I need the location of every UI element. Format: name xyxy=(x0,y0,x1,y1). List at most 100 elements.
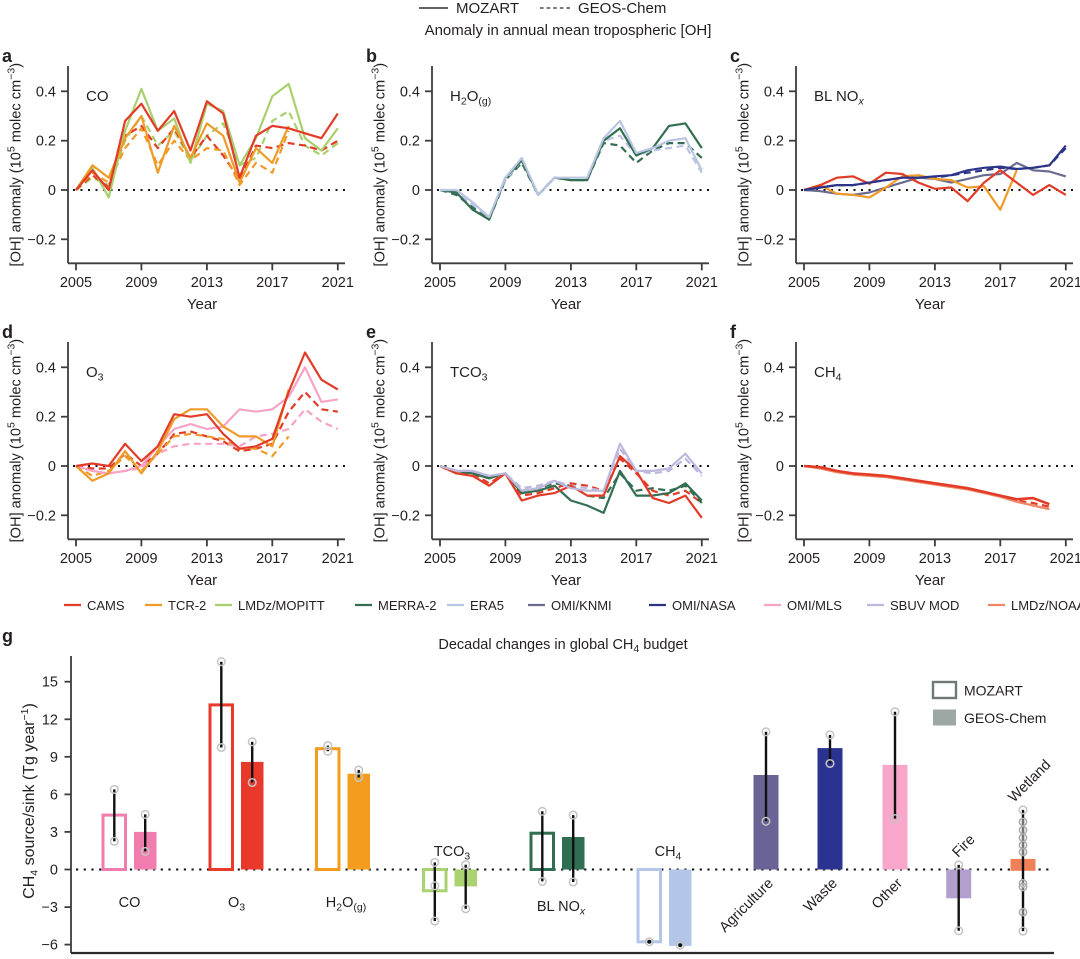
svg-text:0.2: 0.2 xyxy=(400,410,420,426)
svg-text:Year: Year xyxy=(187,296,217,313)
svg-text:2005: 2005 xyxy=(60,275,92,291)
svg-text:2017: 2017 xyxy=(620,275,652,291)
svg-text:0: 0 xyxy=(412,183,420,199)
svg-text:6: 6 xyxy=(50,787,58,803)
svg-text:a: a xyxy=(2,46,13,66)
svg-text:2017: 2017 xyxy=(256,275,288,291)
svg-text:LMDz/NOAA: LMDz/NOAA xyxy=(1011,598,1080,613)
svg-text:[OH] anomaly (105​ molec cm−3​: [OH] anomaly (105​ molec cm−3​) xyxy=(370,63,389,267)
svg-text:CH4​: CH4​ xyxy=(814,364,842,384)
svg-text:0: 0 xyxy=(776,183,784,199)
svg-text:−0.2: −0.2 xyxy=(755,508,784,524)
svg-text:Anomaly in annual mean troposp: Anomaly in annual mean tropospheric [OH] xyxy=(425,22,712,39)
svg-text:2021: 2021 xyxy=(1050,275,1080,291)
svg-text:[OH] anomaly (105​ molec cm−3​: [OH] anomaly (105​ molec cm−3​) xyxy=(370,339,389,543)
svg-text:−6: −6 xyxy=(41,938,58,954)
svg-text:TCR-2: TCR-2 xyxy=(168,598,206,613)
svg-text:SBUV MOD: SBUV MOD xyxy=(890,598,959,613)
svg-text:2013: 2013 xyxy=(191,275,223,291)
svg-text:b: b xyxy=(366,46,377,66)
svg-text:15: 15 xyxy=(42,675,58,691)
svg-text:2009: 2009 xyxy=(853,275,885,291)
svg-text:CO: CO xyxy=(86,88,109,105)
svg-text:CH4​ source/sink (Tg year−1​): CH4​ source/sink (Tg year−1​) xyxy=(19,703,41,899)
svg-text:−0.2: −0.2 xyxy=(755,232,784,248)
svg-text:[OH] anomaly (105​ molec cm−3​: [OH] anomaly (105​ molec cm−3​) xyxy=(734,63,753,267)
svg-text:−3: −3 xyxy=(41,900,58,916)
svg-text:0.2: 0.2 xyxy=(36,134,56,150)
svg-text:2009: 2009 xyxy=(489,551,521,567)
svg-text:2005: 2005 xyxy=(424,275,456,291)
svg-text:BL NOx​: BL NOx​ xyxy=(814,88,864,108)
svg-text:2017: 2017 xyxy=(984,551,1016,567)
svg-text:2021: 2021 xyxy=(686,551,718,567)
svg-text:0.4: 0.4 xyxy=(36,360,56,376)
svg-text:Year: Year xyxy=(551,572,581,589)
svg-text:2021: 2021 xyxy=(322,275,354,291)
svg-text:2009: 2009 xyxy=(489,275,521,291)
svg-text:Decadal changes in global CH4​: Decadal changes in global CH4​ budget xyxy=(438,637,687,655)
svg-text:2013: 2013 xyxy=(919,275,951,291)
svg-text:ERA5: ERA5 xyxy=(470,598,504,613)
svg-text:Year: Year xyxy=(187,572,217,589)
svg-text:2009: 2009 xyxy=(125,551,157,567)
svg-text:[OH] anomaly (105​ molec cm−3​: [OH] anomaly (105​ molec cm−3​) xyxy=(6,339,25,543)
svg-text:2017: 2017 xyxy=(256,551,288,567)
svg-text:−0.2: −0.2 xyxy=(27,508,56,524)
svg-text:9: 9 xyxy=(50,750,58,766)
svg-text:0: 0 xyxy=(412,459,420,475)
svg-text:MERRA-2: MERRA-2 xyxy=(378,598,437,613)
svg-text:2005: 2005 xyxy=(788,275,820,291)
svg-text:Year: Year xyxy=(551,296,581,313)
svg-text:d: d xyxy=(2,322,13,342)
svg-text:−0.2: −0.2 xyxy=(27,232,56,248)
svg-text:12: 12 xyxy=(42,712,58,728)
svg-text:f: f xyxy=(730,322,737,342)
svg-text:e: e xyxy=(366,322,376,342)
svg-text:CAMS: CAMS xyxy=(87,598,125,613)
svg-text:0.4: 0.4 xyxy=(764,360,784,376)
svg-text:0.2: 0.2 xyxy=(400,134,420,150)
svg-text:TCO3​: TCO3​ xyxy=(434,844,471,863)
svg-text:Year: Year xyxy=(915,296,945,313)
svg-text:0: 0 xyxy=(50,863,58,879)
svg-text:2009: 2009 xyxy=(125,275,157,291)
svg-text:OMI/MLS: OMI/MLS xyxy=(787,598,842,613)
svg-text:g: g xyxy=(2,626,13,646)
svg-text:2005: 2005 xyxy=(788,551,820,567)
svg-text:BL NOx​: BL NOx​ xyxy=(537,899,586,918)
svg-text:2005: 2005 xyxy=(60,551,92,567)
svg-text:GEOS-Chem: GEOS-Chem xyxy=(578,0,666,17)
svg-text:2021: 2021 xyxy=(1050,551,1080,567)
svg-text:0: 0 xyxy=(48,459,56,475)
svg-text:3: 3 xyxy=(50,825,58,841)
svg-text:CO: CO xyxy=(119,895,141,911)
svg-text:0.2: 0.2 xyxy=(764,410,784,426)
svg-text:OMI/NASA: OMI/NASA xyxy=(672,598,736,613)
svg-text:Year: Year xyxy=(915,572,945,589)
svg-text:MOZART: MOZART xyxy=(964,683,1023,699)
svg-text:0.4: 0.4 xyxy=(400,360,420,376)
svg-text:2013: 2013 xyxy=(191,551,223,567)
svg-text:CH4​: CH4​ xyxy=(655,844,682,863)
svg-text:2017: 2017 xyxy=(984,275,1016,291)
svg-text:0.4: 0.4 xyxy=(36,84,56,100)
svg-text:TCO3​: TCO3​ xyxy=(450,364,488,384)
svg-text:MOZART: MOZART xyxy=(456,0,519,17)
svg-text:2017: 2017 xyxy=(620,551,652,567)
svg-text:2005: 2005 xyxy=(424,551,456,567)
svg-text:0: 0 xyxy=(776,459,784,475)
svg-text:0.2: 0.2 xyxy=(764,134,784,150)
svg-text:0.4: 0.4 xyxy=(764,84,784,100)
svg-text:2013: 2013 xyxy=(555,275,587,291)
svg-text:2021: 2021 xyxy=(322,551,354,567)
svg-text:[OH] anomaly (105​ molec cm−3​: [OH] anomaly (105​ molec cm−3​) xyxy=(734,339,753,543)
svg-text:OMI/KNMI: OMI/KNMI xyxy=(551,598,612,613)
svg-text:[OH] anomaly (105​ molec cm−3​: [OH] anomaly (105​ molec cm−3​) xyxy=(6,63,25,267)
svg-text:−0.2: −0.2 xyxy=(391,508,420,524)
svg-text:2021: 2021 xyxy=(686,275,718,291)
svg-text:GEOS-Chem: GEOS-Chem xyxy=(964,710,1046,726)
svg-text:0.4: 0.4 xyxy=(400,84,420,100)
svg-text:2013: 2013 xyxy=(555,551,587,567)
svg-text:0.2: 0.2 xyxy=(36,410,56,426)
